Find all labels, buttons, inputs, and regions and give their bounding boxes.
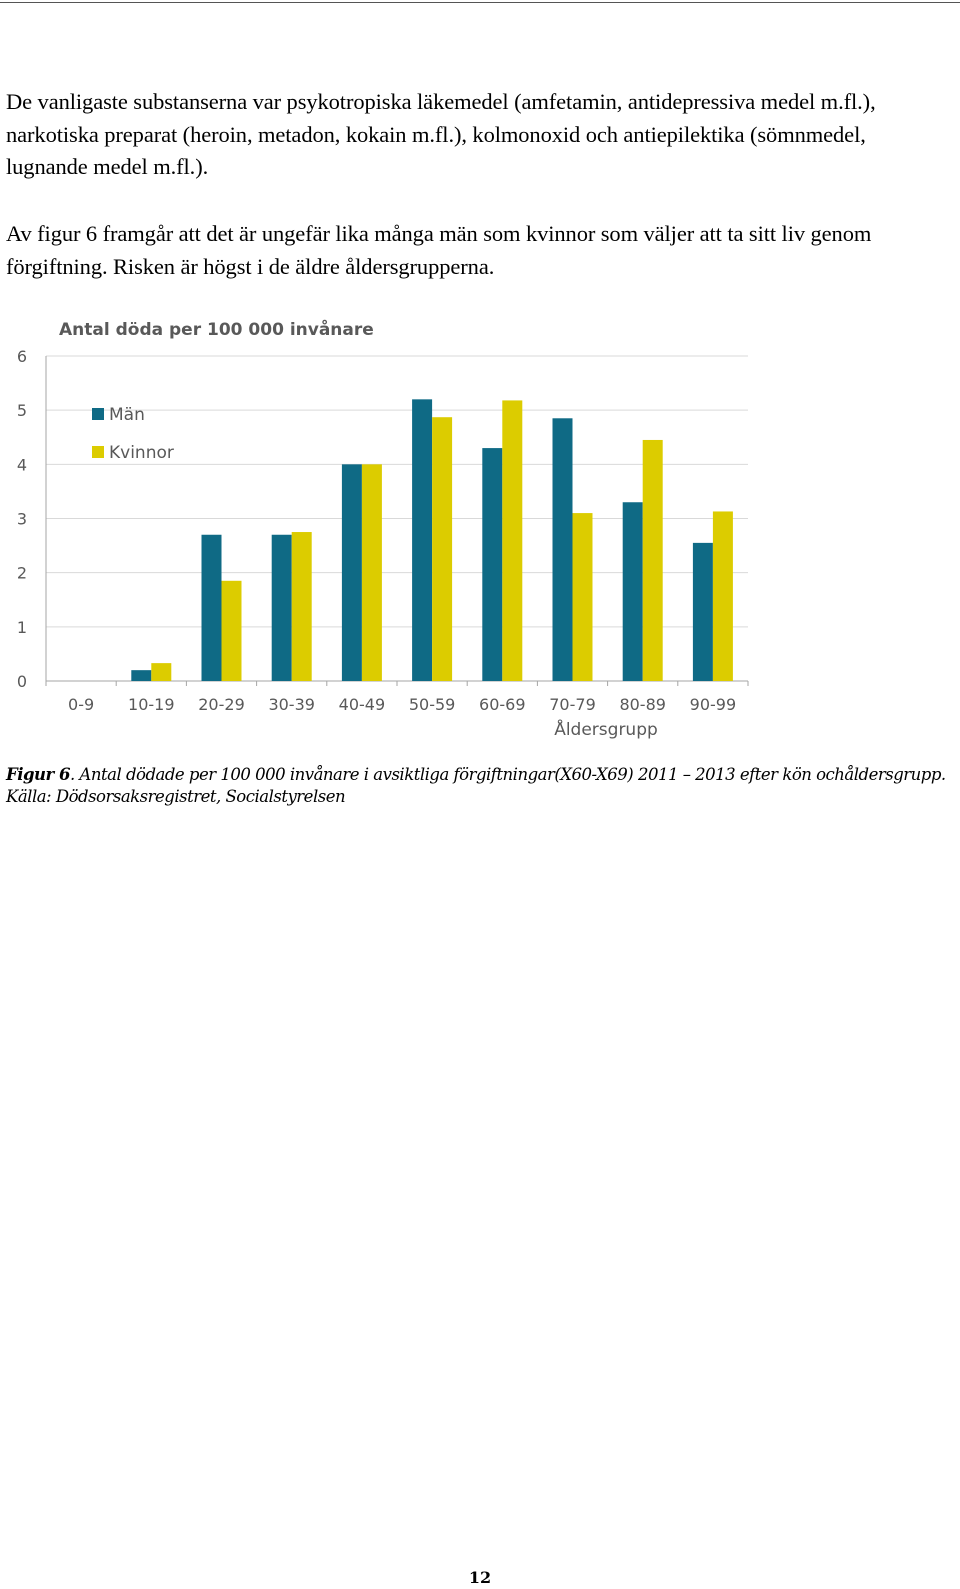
- x-tick-labels: 0-9 10-19 20-29 30-39 40-49 50-59 60-69 70-79 80…: [68, 695, 736, 714]
- x-tick-label: 20-29: [198, 695, 245, 714]
- figure-caption-label: Figur 6: [6, 765, 70, 784]
- bar-kvinnor-70-79: [572, 513, 593, 681]
- y-tick-labels: 0 1 2 3 4 5 6: [17, 347, 27, 691]
- legend-swatch: [92, 446, 104, 458]
- x-tick-label: 0-9: [68, 695, 94, 714]
- x-tick-label: 60-69: [479, 695, 526, 714]
- y-tick-label: 2: [17, 564, 27, 583]
- legend: Män Kvinnor: [92, 405, 174, 463]
- bar-män-30-39: [271, 534, 292, 681]
- x-tick-label: 80-89: [619, 695, 666, 714]
- bars: [131, 399, 733, 681]
- x-tick-label: 10-19: [128, 695, 175, 714]
- top-rule: [0, 2, 960, 3]
- y-tick-label: 3: [17, 510, 27, 529]
- bar-män-70-79: [552, 418, 573, 681]
- legend-swatch: [92, 408, 104, 420]
- figure-caption: Figur 6. Antal dödade per 100 000 invåna…: [6, 764, 951, 808]
- x-tick-label: 90-99: [690, 695, 737, 714]
- bar-män-10-19: [131, 670, 152, 681]
- bar-kvinnor-20-29: [221, 580, 242, 681]
- bar-kvinnor-10-19: [151, 663, 172, 681]
- bar-kvinnor-90-99: [712, 511, 733, 681]
- x-tick-label: 30-39: [268, 695, 315, 714]
- x-tick-label: 40-49: [339, 695, 386, 714]
- figure-caption-text: . Antal dödade per 100 000 invånare i av…: [6, 765, 946, 806]
- bar-män-90-99: [692, 542, 713, 681]
- page-number: 12: [468, 1568, 492, 1587]
- y-tick-label: 1: [17, 618, 27, 637]
- legend-label: Män: [109, 405, 145, 425]
- legend-label: Kvinnor: [109, 443, 174, 463]
- bar-män-80-89: [622, 502, 643, 681]
- bar-kvinnor-40-49: [361, 464, 382, 681]
- bar-män-40-49: [341, 464, 362, 681]
- paragraph-figure-summary: Av figur 6 framgår att det är ungefär li…: [6, 221, 872, 279]
- bar-män-20-29: [201, 534, 222, 681]
- y-tick-label: 0: [17, 672, 27, 691]
- x-tick-label: 50-59: [409, 695, 456, 714]
- paragraph-substances: De vanligaste substanserna var psykotrop…: [6, 89, 876, 179]
- y-tick-label: 5: [17, 401, 27, 420]
- y-tick-label: 4: [17, 455, 27, 474]
- bar-chart: 0 1 2 3 4 5 6 0-9 10-19 20-29 30-39 40-49 50-59 60-6…: [17, 318, 749, 740]
- x-tick-label: 70-79: [549, 695, 596, 714]
- bar-män-60-69: [482, 448, 503, 681]
- bar-kvinnor-80-89: [642, 439, 663, 681]
- gridlines: [45, 355, 749, 686]
- bar-män-50-59: [412, 399, 433, 681]
- x-axis-label: Åldersgrupp: [554, 718, 658, 740]
- bar-kvinnor-60-69: [502, 400, 523, 681]
- bar-kvinnor-30-39: [291, 532, 312, 681]
- chart-title: Antal döda per 100 000 invånare: [59, 318, 374, 340]
- bar-kvinnor-50-59: [432, 417, 453, 681]
- y-tick-label: 6: [17, 347, 27, 366]
